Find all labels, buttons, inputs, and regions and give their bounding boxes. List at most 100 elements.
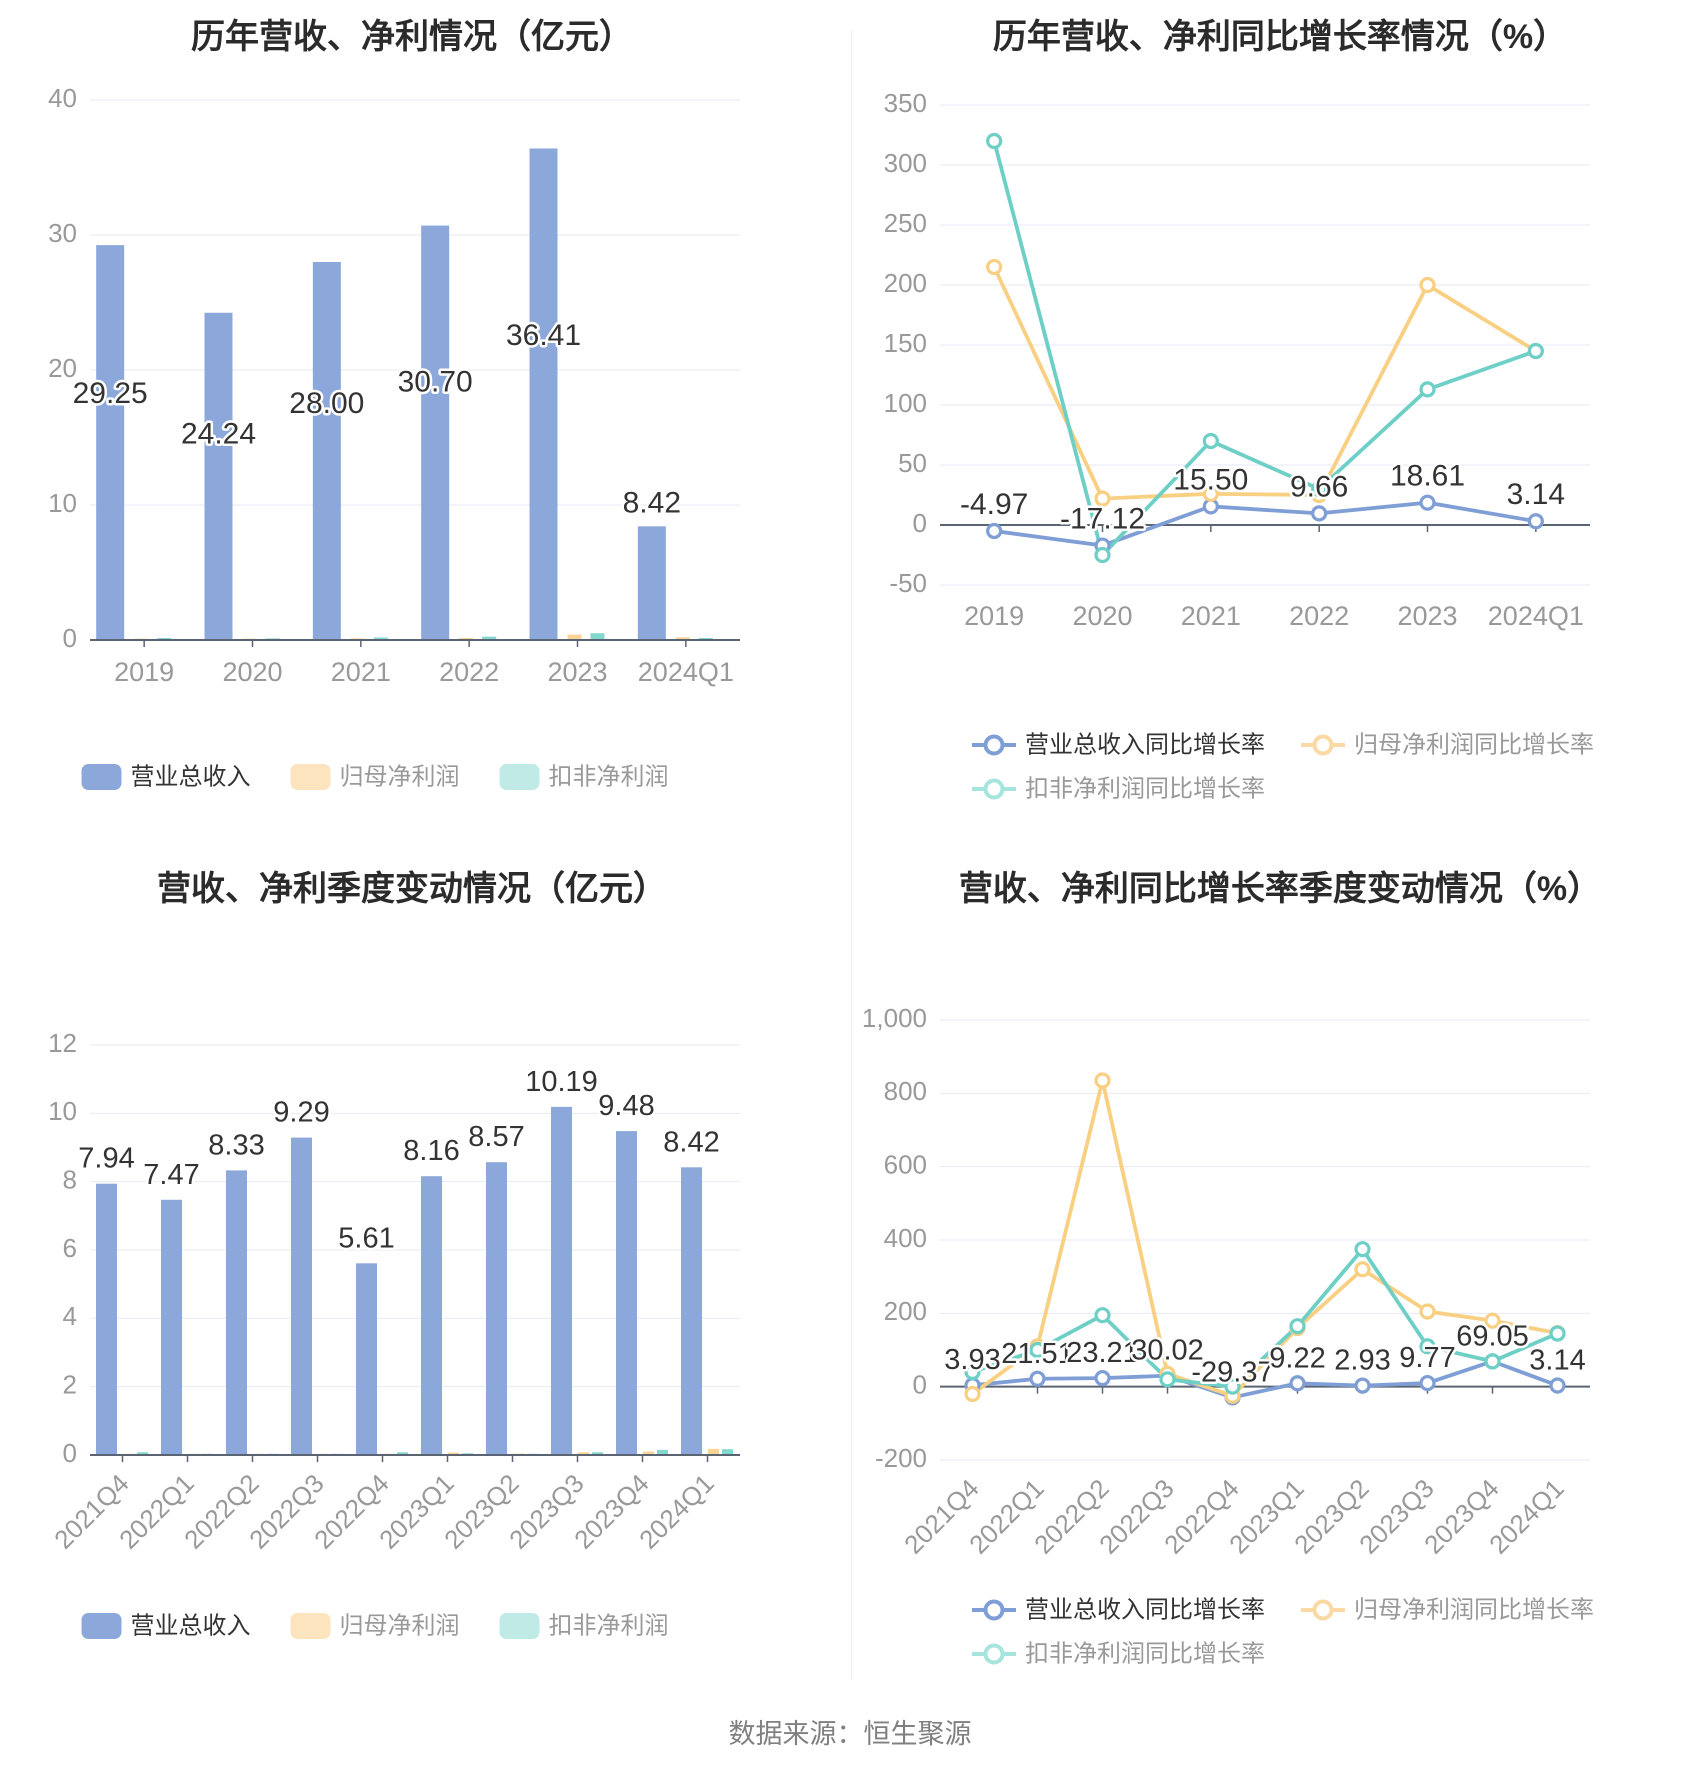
bar (486, 1162, 507, 1455)
legend-label: 归母净利润 (340, 1612, 460, 1639)
legend-item: 扣非净利润同比增长率 (972, 1640, 1265, 1667)
x-axis-label: 2019 (964, 601, 1024, 631)
point-marker (1224, 1378, 1241, 1395)
bar (204, 312, 233, 640)
y-axis-label: -200 (875, 1443, 927, 1473)
value-label: 30.70 (398, 365, 473, 398)
chart-panel-quarterly-results: 营收、净利季度变动情况（亿元） 0 2 4 6 8 10 12 2021Q4 2022Q1 2022… (0, 810, 850, 1705)
value-label: 9.22 (1269, 1342, 1325, 1374)
data-source-caption: 数据来源：恒生聚源 (728, 1719, 972, 1749)
legend-item: 归母净利润同比增长率 (1301, 1596, 1594, 1623)
point-marker (1354, 1261, 1371, 1278)
bar (675, 637, 690, 640)
bar (657, 1449, 668, 1455)
value-label: 9.48 (598, 1090, 654, 1122)
value-label: 69.05 (1456, 1320, 1529, 1352)
point-marker (1029, 1370, 1046, 1387)
legend-chip (499, 764, 540, 790)
y-axis-label: 30 (48, 218, 77, 248)
y-axis-label: 350 (884, 88, 927, 118)
legend-item: 营业总收入 (81, 1612, 251, 1639)
bar (681, 1167, 702, 1455)
bar (459, 637, 474, 640)
value-label: 8.42 (663, 1126, 719, 1158)
legend-label: 归母净利润同比增长率 (1354, 731, 1594, 758)
bar (421, 1176, 442, 1455)
y-axis-label: 4 (63, 1301, 77, 1331)
value-label: -29.37 (1191, 1356, 1273, 1388)
chart-yearly-growth: 历年营收、净利同比增长率情况（%） -50 0 50 100 150 200 250 300 35… (884, 17, 1594, 802)
legend-item: 扣非净利润 (499, 1612, 669, 1639)
y-axis-label: 250 (884, 208, 927, 238)
bar (312, 262, 341, 640)
point-marker (964, 1385, 981, 1403)
legend-chip (499, 1613, 540, 1639)
line-series-0 (992, 500, 1538, 548)
value-label: 21.51 (1001, 1338, 1074, 1370)
value-label: 9.29 (273, 1097, 329, 1129)
bar (529, 148, 558, 640)
y-axis-label: 0 (913, 1370, 927, 1400)
legend-item: 扣非净利润同比增长率 (972, 775, 1265, 802)
chart-title: 历年营收、净利同比增长率情况（%） (993, 17, 1567, 56)
legend-chip (290, 1613, 331, 1639)
value-label: 8.42 (623, 486, 681, 519)
marker-series-2 (986, 132, 1544, 564)
bar-series-0 (96, 1106, 702, 1455)
legend-item: 归母净利润 (290, 1612, 460, 1639)
value-label: 9.66 (1290, 470, 1348, 503)
y-axis-label: 200 (884, 1296, 927, 1326)
value-label: 10.19 (525, 1066, 598, 1098)
legend-label: 营业总收入同比增长率 (1025, 731, 1265, 758)
bar (708, 1448, 719, 1455)
value-label: -4.97 (960, 488, 1028, 521)
value-label: 3.14 (1507, 478, 1565, 511)
legend-item: 营业总收入 (81, 763, 251, 790)
y-axis-label: 10 (48, 488, 77, 518)
y-axis-label: 40 (48, 83, 77, 113)
x-axis-label: 2021 (1181, 601, 1241, 631)
legend-marker-icon (983, 778, 1005, 800)
value-label: -17.12 (1060, 503, 1145, 536)
point-marker (1419, 381, 1436, 398)
chart-yearly-results: 历年营收、净利情况（亿元） 0 10 20 30 40 2019 2020 2021 2022 20… (48, 17, 740, 790)
line-series-2 (970, 1247, 1560, 1389)
legend-label: 营业总收入 (131, 1612, 251, 1639)
chart-quarterly-growth: 营收、净利同比增长率季度变动情况（%） -200 0 200 400 600 800 1,00… (862, 869, 1601, 1667)
bar (637, 526, 666, 640)
point-marker (1354, 1241, 1371, 1258)
bar (356, 1263, 377, 1455)
legend-chip (81, 1613, 122, 1639)
value-label: 8.57 (468, 1121, 524, 1153)
point-marker (1419, 1374, 1436, 1392)
value-label: 28.00 (289, 387, 364, 420)
bar (592, 1452, 603, 1455)
point-marker (1311, 480, 1328, 498)
y-axis-label: -50 (889, 568, 927, 598)
marker-series-2 (964, 1241, 1566, 1395)
bar (373, 637, 388, 640)
chart-panel-yearly-growth: 历年营收、净利同比增长率情况（%） -50 0 50 100 150 200 250 300 35… (850, 0, 1700, 815)
legend-item: 营业总收入同比增长率 (972, 731, 1265, 758)
point-marker (964, 1363, 981, 1381)
chart-panel-yearly-results: 历年营收、净利情况（亿元） 0 10 20 30 40 2019 2020 2021 2022 20… (0, 0, 850, 815)
bar (551, 1106, 572, 1455)
legend-label: 扣非净利润同比增长率 (1025, 775, 1265, 802)
point-marker (1527, 342, 1544, 360)
point-marker (1549, 1377, 1566, 1394)
bar (96, 245, 125, 640)
legend-marker-icon (983, 1599, 1005, 1621)
legend-label: 归母净利润同比增长率 (1354, 1596, 1594, 1623)
point-marker (1484, 1312, 1501, 1329)
legend-marker-icon (983, 1643, 1005, 1665)
legend-item: 营业总收入同比增长率 (972, 1596, 1265, 1623)
bar (590, 633, 605, 640)
point-marker (1094, 1072, 1111, 1089)
point-marker (986, 522, 1003, 540)
point-marker (1094, 546, 1111, 564)
point-marker (1354, 1377, 1371, 1394)
value-label: 24.24 (181, 418, 256, 451)
x-axis-label: 2023 (547, 657, 607, 687)
y-axis-label: 50 (898, 448, 927, 478)
